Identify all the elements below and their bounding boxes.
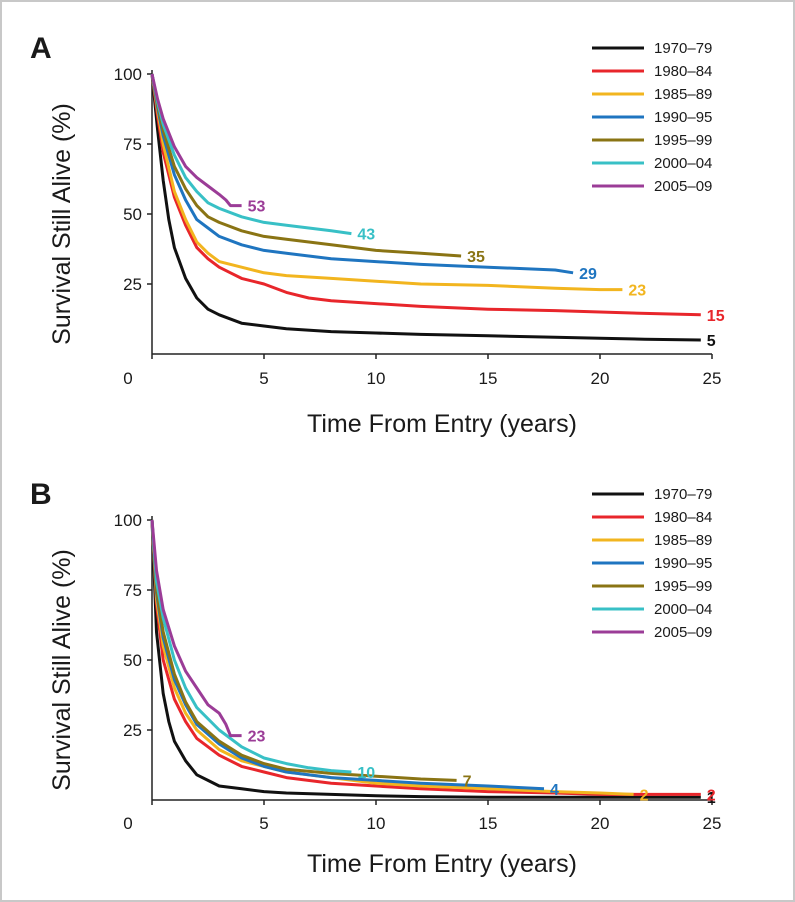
end-label: 10 [357,765,375,782]
series-line-200509 [150,73,242,208]
legend-entry: 1970–79 [654,486,712,503]
legend-entry: 2000–04 [654,601,712,618]
panel-a: A 0 5 10 15 20 25 25 50 75 100 Time From Entry (yea… [30,32,725,438]
y-tick-label: 75 [123,135,142,154]
series-line-198084 [150,73,701,317]
y-axis-label: Survival Still Alive (%) [48,549,76,791]
series-line-197079 [150,519,701,799]
legend-entry: 1995–99 [654,578,712,595]
x-tick-label: 25 [703,369,722,388]
end-label: 7 [463,773,472,790]
end-label: 23 [628,283,646,300]
x-tick-label: 15 [479,369,498,388]
series-line-198589 [150,73,623,292]
x-tick-label: 15 [479,814,498,833]
legend-entry: 1970–79 [654,40,712,57]
x-tick-label: 10 [367,369,386,388]
legend-entry: 2000–04 [654,155,712,172]
legend-entry: 1980–84 [654,509,712,526]
x-tick-label: 25 [703,814,722,833]
series-line-199599 [150,73,462,258]
series-line-198589 [150,519,634,796]
y-tick-label: 25 [123,275,142,294]
end-label: 2 [640,787,649,804]
panel-letter: B [30,478,52,511]
x-tick-label: 5 [259,814,268,833]
end-label: 5 [707,333,716,350]
end-label: 4 [550,782,559,799]
y-tick-label: 50 [123,205,142,224]
y-axis-label: Survival Still Alive (%) [48,103,76,345]
y-tick-label: 100 [114,65,142,84]
end-label: 35 [467,249,485,266]
x-tick-label: 0 [123,814,132,833]
legend-entry: 2005–09 [654,624,712,641]
end-label: 23 [248,729,266,746]
series-line-200004 [150,519,352,774]
panel-b: B 0 5 10 15 20 25 25 50 75 100 Time From Entry (yea… [30,478,721,878]
x-tick-label: 20 [591,369,610,388]
series-line-200509 [150,519,242,738]
x-tick-label: 0 [123,369,132,388]
legend-entry: 1985–89 [654,532,712,549]
x-axis-label: Time From Entry (years) [307,410,577,438]
y-tick-label: 100 [114,511,142,530]
legend-entry: 1980–84 [654,63,712,80]
legend-entry: 2005–09 [654,178,712,195]
end-label: 1 [707,790,716,807]
y-tick-label: 75 [123,581,142,600]
x-axis-label: Time From Entry (years) [307,850,577,878]
end-label: 29 [579,266,597,283]
series-line-199095 [150,73,574,275]
end-label: 53 [248,199,266,216]
x-tick-label: 5 [259,369,268,388]
series-line-200004 [150,73,352,236]
x-tick-label: 20 [591,814,610,833]
legend-entry: 1985–89 [654,86,712,103]
series-line-199599 [150,519,457,782]
legend-entry: 1990–95 [654,555,712,572]
y-tick-label: 50 [123,651,142,670]
end-label: 2 [707,787,716,804]
end-label: 15 [707,308,725,325]
legend-entry: 1990–95 [654,109,712,126]
end-label: 43 [357,227,375,244]
y-tick-label: 25 [123,721,142,740]
panel-letter: A [30,32,52,65]
legend-entry: 1995–99 [654,132,712,149]
series-line-197079 [150,73,701,342]
x-tick-label: 10 [367,814,386,833]
